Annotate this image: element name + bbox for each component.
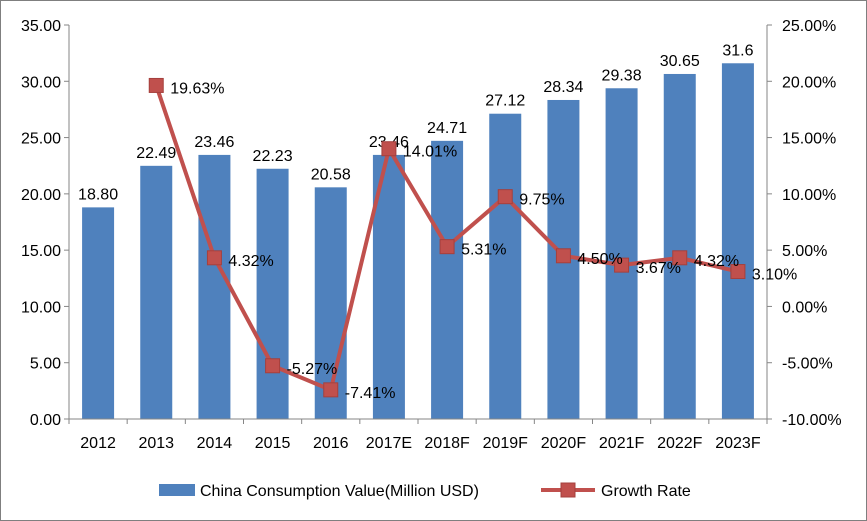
left-tick-label: 0.00: [30, 412, 61, 429]
legend-label-growth: Growth Rate: [601, 483, 691, 500]
growth-marker-2016: [323, 382, 339, 398]
growth-marker-2023F: [730, 264, 746, 280]
right-tick-label: 20.00%: [782, 74, 836, 91]
x-tick-label-2022F: 2022F: [657, 435, 703, 452]
legend-label-consumption: China Consumption Value(Million USD): [200, 483, 479, 500]
x-tick-label-2012: 2012: [80, 435, 116, 452]
growth-marker-2018F: [439, 239, 455, 255]
growth-marker-2021F: [614, 257, 630, 273]
right-tick-label: 15.00%: [782, 131, 836, 148]
bar-value-label-2020F: 28.34: [543, 79, 583, 96]
growth-label-2019F: 9.75%: [519, 192, 564, 209]
left-tick-label: 25.00: [21, 131, 61, 148]
left-tick-label: 20.00: [21, 187, 61, 204]
growth-marker-2015: [265, 358, 281, 374]
right-tick-label: 0.00%: [782, 299, 827, 316]
left-tick-label: 15.00: [21, 243, 61, 260]
growth-marker-2022F: [672, 250, 688, 266]
growth-marker-2017E: [381, 141, 397, 157]
bar-2018F: [431, 140, 464, 419]
growth-marker-2019F: [497, 189, 513, 205]
x-tick-label-2015: 2015: [255, 435, 291, 452]
x-tick-label-2013: 2013: [138, 435, 174, 452]
bar-2012: [82, 207, 115, 419]
bar-2022F: [663, 73, 696, 420]
bar-value-label-2016: 20.58: [311, 166, 351, 183]
bar-value-label-2022F: 30.65: [660, 53, 700, 70]
left-tick-label: 5.00: [30, 356, 61, 373]
growth-marker-2013: [148, 77, 164, 93]
growth-marker-2020F: [555, 248, 571, 264]
x-tick-label-2014: 2014: [197, 435, 233, 452]
x-tick-label-2016: 2016: [313, 435, 349, 452]
growth-label-2016: -7.41%: [345, 385, 396, 402]
growth-label-2015: -5.27%: [287, 361, 338, 378]
bar-2015: [256, 168, 289, 419]
left-tick-label: 10.00: [21, 299, 61, 316]
x-tick-label-2019F: 2019F: [483, 435, 529, 452]
bar-value-label-2014: 23.46: [194, 134, 234, 151]
bar-2019F: [489, 113, 522, 419]
bar-value-label-2015: 22.23: [253, 148, 293, 165]
growth-label-2021F: 3.67%: [636, 260, 681, 277]
right-tick-label: -5.00%: [782, 356, 833, 373]
bar-value-label-2013: 22.49: [136, 145, 176, 162]
right-tick-label: 25.00%: [782, 18, 836, 35]
x-tick-label-2017E: 2017E: [366, 435, 412, 452]
left-tick-label: 35.00: [21, 18, 61, 35]
growth-label-2014: 4.32%: [228, 253, 273, 270]
legend-marker-growth: [560, 482, 576, 498]
left-tick-label: 30.00: [21, 74, 61, 91]
bar-value-label-2018F: 24.71: [427, 120, 467, 137]
growth-label-2013: 19.63%: [170, 80, 224, 97]
x-tick-label-2023F: 2023F: [715, 435, 761, 452]
legend-swatch-consumption: [159, 484, 195, 496]
growth-marker-2014: [206, 250, 222, 266]
growth-label-2022F: 4.32%: [694, 253, 739, 270]
bar-2021F: [605, 88, 638, 420]
bar-value-label-2023F: 31.6: [722, 42, 753, 59]
growth-label-2017E: 14.01%: [403, 144, 457, 161]
x-tick-label-2018F: 2018F: [424, 435, 470, 452]
bar-value-label-2019F: 27.12: [485, 93, 525, 110]
bar-2023F: [721, 63, 754, 419]
x-tick-label-2021F: 2021F: [599, 435, 645, 452]
bar-2016: [314, 187, 347, 419]
right-tick-label: 5.00%: [782, 243, 827, 260]
bar-value-label-2012: 18.80: [78, 186, 118, 203]
right-tick-label: 10.00%: [782, 187, 836, 204]
bar-2014: [198, 154, 231, 420]
growth-label-2020F: 4.50%: [577, 251, 622, 268]
right-tick-label: -10.00%: [782, 412, 842, 429]
bar-value-label-2021F: 29.38: [602, 67, 642, 84]
x-tick-label-2020F: 2020F: [541, 435, 587, 452]
bar-2013: [140, 165, 173, 419]
growth-label-2018F: 5.31%: [461, 242, 506, 259]
growth-label-2023F: 3.10%: [752, 267, 797, 284]
